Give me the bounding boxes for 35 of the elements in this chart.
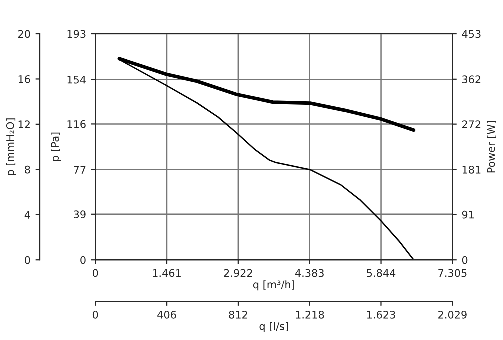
y3-tick-label: 4 — [24, 211, 30, 219]
y-tick-label: 193 — [68, 30, 86, 38]
y-tick-label: 0 — [80, 256, 86, 264]
x-tick-label: 4.383 — [295, 269, 324, 278]
y3-tick-label: 12 — [18, 120, 30, 128]
y2-tick-label: 181 — [462, 166, 481, 174]
y2-tick-label: 453 — [462, 30, 481, 38]
y3-tick-label: 16 — [18, 75, 30, 84]
y3-tick-label: 8 — [25, 166, 30, 174]
x2-tick-label: 0 — [92, 310, 98, 319]
y2-tick-label: 362 — [462, 76, 481, 84]
y-axis-title: p [Pa] — [51, 132, 62, 162]
y3-tick-label: 20 — [18, 30, 30, 38]
x-tick-label: 0 — [92, 269, 98, 278]
x-tick-label: 2.922 — [224, 269, 252, 278]
x2-tick-label: 406 — [158, 310, 176, 319]
y2-axis-title: Power [W] — [487, 121, 496, 173]
x-axis-title: q [m³/h] — [253, 280, 294, 291]
y-tick-label: 77 — [74, 166, 86, 174]
x2-tick-label: 812 — [229, 310, 248, 319]
x-tick-label: 1.461 — [153, 269, 181, 278]
y-tick-label: 116 — [68, 120, 86, 128]
y-tick-label: 154 — [68, 76, 86, 84]
y-tick-label: 39 — [74, 210, 86, 219]
x-tick-label: 5.844 — [367, 269, 396, 278]
x2-tick-label: 1.218 — [296, 310, 324, 319]
y3-tick-label: 0 — [25, 256, 30, 264]
y2-tick-label: 272 — [462, 120, 481, 128]
x-tick-label: 7.305 — [438, 269, 467, 278]
x2-tick-label: 2.029 — [438, 310, 467, 319]
y2-tick-label: 91 — [462, 210, 474, 219]
x2-axis-title: q [l/s] — [260, 322, 288, 332]
y3-axis-title: p [mmH₂O] — [6, 118, 16, 176]
y2-tick-label: 0 — [462, 256, 468, 264]
x2-tick-label: 1.623 — [367, 310, 396, 319]
